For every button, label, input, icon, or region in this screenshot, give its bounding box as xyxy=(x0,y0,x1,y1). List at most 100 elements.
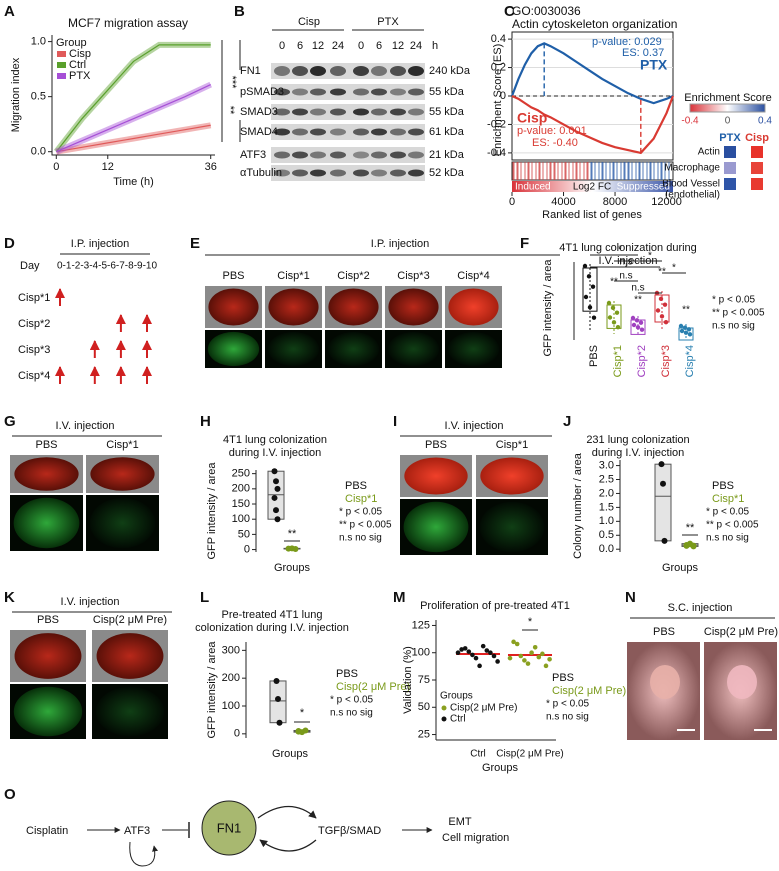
significance: n.s xyxy=(619,257,632,268)
y-tick-label: 1.0 xyxy=(599,515,614,527)
kda-label: 55 kDa xyxy=(429,106,465,118)
band xyxy=(310,88,326,96)
dot xyxy=(630,315,636,321)
band xyxy=(408,151,424,159)
key: * p < 0.05 xyxy=(339,507,383,518)
legend-swatch xyxy=(57,73,66,79)
column-label: Cisp xyxy=(745,132,769,144)
group-header: Cisp xyxy=(298,16,320,28)
panel-letter: G xyxy=(4,413,16,430)
y-tick-label: 100 xyxy=(222,700,240,712)
y-tick-label: 50 xyxy=(418,701,430,713)
band xyxy=(371,128,387,136)
protein-label: SMAD4 xyxy=(240,126,278,138)
dot xyxy=(634,318,640,323)
band xyxy=(408,66,424,76)
key: ** p < 0.005 xyxy=(339,520,392,531)
box xyxy=(582,267,598,312)
gfp xyxy=(89,497,156,549)
y-tick-label: 50 xyxy=(238,528,250,540)
kda-label: 21 kDa xyxy=(429,149,465,161)
protein-label: αTubulin xyxy=(240,167,282,179)
key: n.s no sig xyxy=(546,712,589,723)
significance: * xyxy=(618,245,622,256)
significance: ** xyxy=(658,267,666,278)
heat-cell xyxy=(724,146,736,158)
box xyxy=(654,294,670,323)
lane-label: 0 xyxy=(358,40,364,52)
label: Actin cytoskeleton organization xyxy=(512,17,677,31)
protein-label: SMAD3 xyxy=(240,106,278,118)
significance: * xyxy=(672,263,676,274)
x-axis-label: Groups xyxy=(662,562,699,574)
column-label: Cisp*3 xyxy=(397,270,429,282)
y-tick-label: -0.4 xyxy=(487,147,506,159)
kda-label: 55 kDa xyxy=(429,86,465,98)
band xyxy=(371,88,387,96)
y-tick-label: 75 xyxy=(418,674,430,686)
dot xyxy=(511,639,516,645)
category-label: Cisp*1 xyxy=(612,345,624,377)
significance: * xyxy=(648,251,652,262)
dot xyxy=(582,263,588,269)
band xyxy=(330,108,346,116)
lung xyxy=(328,288,379,326)
dot xyxy=(295,728,302,735)
row-label: Macrophage xyxy=(664,163,720,174)
box xyxy=(606,304,622,329)
legend-entry: Cisp xyxy=(69,48,91,60)
y-tick-label: 2.5 xyxy=(599,473,614,485)
band xyxy=(292,128,308,136)
dot xyxy=(607,315,613,320)
ranking-bar xyxy=(512,181,673,192)
row-label: Cisp*4 xyxy=(18,370,50,382)
blot xyxy=(271,104,425,120)
dot xyxy=(655,308,661,313)
y-tick-label: 2.0 xyxy=(599,487,614,499)
dot xyxy=(518,653,524,659)
dot xyxy=(275,696,281,703)
y-tick-label: 0.0 xyxy=(31,146,46,158)
y-tick-label: 0.2 xyxy=(491,61,506,73)
x-axis-label: Groups xyxy=(272,748,309,760)
dot xyxy=(658,296,664,302)
band xyxy=(353,66,369,76)
y-axis-label: GFP intensity / area xyxy=(206,462,218,560)
band xyxy=(390,128,406,136)
band xyxy=(292,88,308,96)
row-label: Cisp*2 xyxy=(18,318,50,330)
key: * p < 0.05 xyxy=(330,695,374,706)
dot xyxy=(547,656,552,662)
panel-title: S.C. injection xyxy=(668,602,733,614)
series-line xyxy=(55,44,211,153)
key: * p < 0.05 xyxy=(706,507,750,518)
y-tick-label: 1.0 xyxy=(31,36,46,48)
dot xyxy=(540,651,545,657)
band xyxy=(371,66,387,76)
unit: h xyxy=(432,40,438,52)
dot xyxy=(631,322,637,328)
kda-label: 61 kDa xyxy=(429,126,465,138)
blot xyxy=(271,124,425,140)
panel-title: 4T1 lung colonization during xyxy=(559,242,697,254)
dot xyxy=(543,663,549,669)
key: n.s no sig xyxy=(706,533,749,544)
dot xyxy=(271,468,278,475)
column-label: Cisp*1 xyxy=(106,439,138,451)
dot xyxy=(274,485,281,492)
significance: * xyxy=(300,707,305,719)
dot xyxy=(586,274,592,279)
column-label: PBS xyxy=(425,439,447,451)
y-axis-label: Migration index xyxy=(10,57,22,132)
lung xyxy=(404,457,468,495)
x-tick-label: 12000 xyxy=(651,196,682,208)
dot xyxy=(276,719,283,726)
x-tick-label: 0 xyxy=(509,196,515,208)
annotation: p-value: 0.001 xyxy=(517,125,587,137)
lung xyxy=(14,457,79,491)
key: Cisp(2 μM Pre) xyxy=(552,685,626,697)
y-tick-label: 1.5 xyxy=(599,501,614,513)
key: PBS xyxy=(552,672,574,684)
band xyxy=(292,151,308,159)
gfp xyxy=(387,331,440,367)
